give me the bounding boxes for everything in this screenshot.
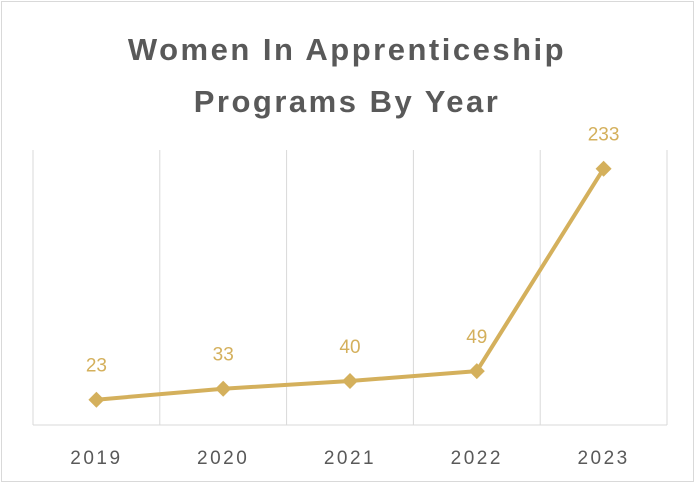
x-tick-label: 2019 xyxy=(70,448,122,469)
data-label: 33 xyxy=(213,345,234,366)
marker xyxy=(468,363,485,380)
data-label: 23 xyxy=(86,356,107,377)
x-tick-label: 2020 xyxy=(197,448,249,469)
data-label: 49 xyxy=(466,327,487,348)
marker xyxy=(342,373,358,389)
marker xyxy=(215,380,232,397)
marker xyxy=(88,391,105,408)
data-label: 40 xyxy=(339,337,360,358)
x-tick-label: 2022 xyxy=(451,448,503,469)
chart-title: Women In Apprenticeship Programs By Year xyxy=(127,32,567,119)
x-tick-label: 2021 xyxy=(324,448,376,469)
marker xyxy=(595,160,612,177)
data-label: 233 xyxy=(588,125,620,146)
x-tick-label: 2023 xyxy=(577,448,629,469)
